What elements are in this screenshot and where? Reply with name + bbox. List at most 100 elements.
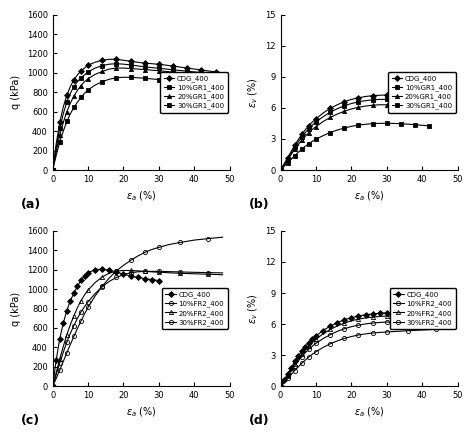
30%FR2_400 [92, 293, 98, 299]
10%FR2_400 [92, 291, 98, 296]
CDG_400 [341, 317, 347, 322]
20%FR2_400 [64, 332, 70, 337]
CDG_400 [156, 278, 162, 283]
30%GR1_400 [288, 156, 294, 162]
CDG_400 [313, 333, 319, 339]
30%GR1_400 [328, 130, 333, 135]
CDG_400 [163, 63, 169, 68]
10%FR2_400 [177, 269, 183, 275]
10%GR1_400 [50, 167, 55, 173]
30%GR1_400 [310, 139, 315, 144]
CDG_400 [128, 59, 133, 64]
10%GR1_400 [405, 98, 411, 103]
20%GR1_400 [191, 71, 197, 77]
10%FR2_400 [57, 360, 63, 366]
20%FR2_400 [394, 313, 400, 318]
20%GR1_400 [100, 69, 105, 74]
20%FR2_400 [74, 305, 80, 310]
30%GR1_400 [57, 139, 63, 145]
30%GR1_400 [82, 91, 87, 96]
20%FR2_400 [341, 321, 347, 326]
20%GR1_400 [285, 157, 291, 162]
Line: CDG_400: CDG_400 [51, 267, 161, 389]
Y-axis label: $\varepsilon_v$ (%): $\varepsilon_v$ (%) [246, 77, 260, 108]
30%GR1_400 [199, 81, 204, 86]
CDG_400 [85, 63, 91, 68]
20%FR2_400 [334, 323, 340, 328]
20%FR2_400 [419, 312, 425, 317]
CDG_400 [120, 272, 126, 277]
20%FR2_400 [50, 384, 55, 389]
30%GR1_400 [356, 123, 361, 128]
20%GR1_400 [356, 105, 361, 110]
30%FR2_400 [278, 384, 283, 389]
CDG_400 [356, 314, 361, 319]
30%FR2_400 [128, 258, 133, 263]
30%FR2_400 [313, 349, 319, 354]
10%FR2_400 [85, 299, 91, 304]
20%FR2_400 [128, 268, 133, 273]
30%FR2_400 [292, 368, 298, 373]
30%FR2_400 [328, 341, 333, 346]
CDG_400 [334, 102, 340, 107]
10%FR2_400 [313, 341, 319, 346]
10%GR1_400 [54, 145, 59, 150]
20%GR1_400 [120, 65, 126, 71]
Line: 20%FR2_400: 20%FR2_400 [51, 268, 225, 389]
20%FR2_400 [295, 356, 301, 361]
CDG_400 [67, 84, 73, 89]
30%GR1_400 [377, 121, 383, 126]
CDG_400 [348, 97, 354, 102]
30%GR1_400 [412, 122, 418, 127]
10%GR1_400 [363, 98, 368, 103]
10%FR2_400 [405, 318, 411, 324]
20%GR1_400 [92, 72, 98, 77]
CDG_400 [82, 273, 87, 279]
30%FR2_400 [334, 338, 340, 343]
10%FR2_400 [281, 378, 287, 384]
30%FR2_400 [85, 305, 91, 310]
Line: CDG_400: CDG_400 [279, 93, 431, 172]
CDG_400 [285, 155, 291, 160]
10%GR1_400 [120, 61, 126, 67]
20%GR1_400 [135, 67, 140, 72]
20%FR2_400 [71, 313, 77, 318]
10%FR2_400 [220, 270, 226, 276]
30%GR1_400 [292, 153, 298, 158]
10%GR1_400 [292, 145, 298, 150]
Line: 10%GR1_400: 10%GR1_400 [51, 62, 218, 172]
20%FR2_400 [135, 268, 140, 273]
20%FR2_400 [78, 298, 84, 304]
10%GR1_400 [114, 61, 119, 66]
Line: 10%GR1_400: 10%GR1_400 [279, 97, 431, 172]
20%FR2_400 [85, 287, 91, 293]
10%GR1_400 [206, 71, 211, 76]
10%GR1_400 [128, 62, 133, 67]
20%GR1_400 [163, 69, 169, 74]
10%FR2_400 [328, 332, 333, 337]
20%GR1_400 [302, 134, 308, 139]
20%GR1_400 [278, 167, 283, 173]
30%GR1_400 [334, 127, 340, 133]
20%GR1_400 [177, 70, 183, 75]
30%GR1_400 [363, 122, 368, 127]
10%FR2_400 [434, 318, 439, 323]
10%FR2_400 [54, 372, 59, 377]
30%GR1_400 [398, 121, 404, 127]
10%FR2_400 [419, 318, 425, 323]
Text: (d): (d) [249, 414, 269, 427]
10%FR2_400 [50, 384, 55, 389]
30%FR2_400 [434, 327, 439, 332]
CDG_400 [405, 93, 411, 98]
30%FR2_400 [377, 330, 383, 335]
Legend: CDG_400, 10%FR2_400, 20%FR2_400, 30%FR2_400: CDG_400, 10%FR2_400, 20%FR2_400, 30%FR2_… [390, 288, 456, 329]
10%FR2_400 [288, 368, 294, 373]
Y-axis label: q (kPa): q (kPa) [11, 75, 21, 110]
CDG_400 [149, 61, 155, 66]
10%GR1_400 [156, 66, 162, 71]
30%FR2_400 [50, 384, 55, 389]
30%GR1_400 [128, 74, 133, 80]
CDG_400 [377, 92, 383, 98]
30%FR2_400 [285, 376, 291, 381]
10%GR1_400 [71, 84, 77, 89]
